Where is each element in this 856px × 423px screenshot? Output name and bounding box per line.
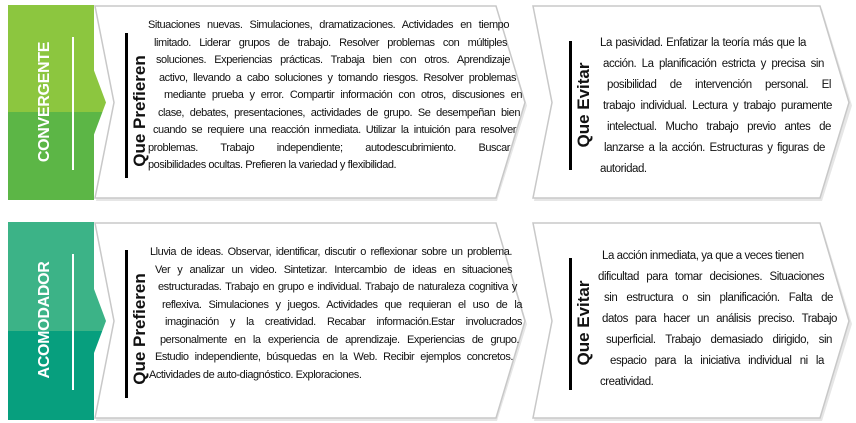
tab-divider-line [72, 254, 74, 390]
avoid-text-line: creatividad. [600, 376, 654, 388]
avoid-text-line: La pasividad. Enfatizar la teoría más qu… [600, 37, 806, 49]
tab-divider-line [72, 37, 74, 170]
avoid-panel-outline [532, 5, 850, 199]
prefer-text-line: soluciones. Experiencias prácticas. Trab… [156, 54, 510, 66]
avoid-text-line: espacio para la iniciativa individual ni… [610, 355, 824, 367]
style-tab-convergente-outline [8, 5, 106, 200]
prefer-text-line: Actividades de auto-diagnóstico. Explora… [149, 368, 362, 381]
preferences-panel [92, 5, 528, 200]
avoid-text-line: sin estructura o sin planificación. Falt… [604, 292, 833, 304]
style-name: ACOMODADOR [36, 261, 53, 379]
prefer-heading: Que Prefieren [130, 54, 149, 167]
avoid-panel-outline [532, 222, 850, 419]
preferences-panel-outline [94, 222, 526, 419]
avoid-text-line: datos para hacer un análisis preciso. Tr… [602, 313, 837, 325]
avoid-text-line: superficial. Trabajo demasiado dirigido,… [606, 334, 832, 346]
preferences-panel [92, 222, 528, 420]
heading-divider [125, 250, 128, 398]
prefer-text: Lluvia de ideas. Observar, identificar, … [148, 244, 522, 384]
style-tab-convergente [8, 5, 108, 200]
style-name: CONVERGENTE [36, 41, 53, 162]
prefer-text-line: estructuradas. Trabajo en grupo e indivi… [158, 281, 517, 293]
prefer-text-line: Ver y analizar un video. Sintetizar. Int… [155, 263, 512, 276]
avoid-text: La acción inmediata, ya que a veces tien… [598, 246, 837, 393]
avoid-panel [530, 222, 852, 420]
avoid-heading: Que Evitar [574, 280, 593, 366]
prefer-text-line: clase, debates, presentaciones, activida… [158, 106, 520, 119]
avoid-heading: Que Evitar [574, 61, 593, 148]
prefer-text-line: activo, llevando a cabo soluciones y tom… [159, 71, 516, 84]
avoid-text-line: trabajo individual. Lectura y trabajo pu… [603, 100, 832, 112]
prefer-text: Situaciones nuevas. Simulaciones, dramat… [148, 17, 522, 175]
avoid-text-line: posibilidad de intervención personal. El [607, 79, 831, 91]
prefer-text-line: personalmente en la experiencia de apren… [160, 333, 519, 346]
prefer-text-line: cuando se requiere una reacción inmediat… [153, 124, 516, 136]
prefer-heading: Que Prefieren [130, 273, 149, 385]
prefer-text-line: imaginación y la creatividad. Recabar in… [165, 316, 522, 328]
avoid-text: La pasividad. Enfatizar la teoría más qu… [598, 33, 832, 180]
prefer-text-line: reflexiva. Simulaciones y juegos. Activi… [162, 298, 522, 311]
prefer-text-line: problemas. Trabajo independiente; autode… [148, 141, 510, 154]
avoid-text-line: autoridad. [600, 163, 647, 175]
heading-divider [125, 33, 128, 178]
prefer-text-line: posibilidades ocultas. Prefieren la vari… [148, 159, 397, 171]
avoid-panel [530, 5, 852, 200]
prefer-text-line: Lluvia de ideas. Observar, identificar, … [150, 246, 512, 258]
heading-divider [569, 41, 572, 170]
style-tab-acomodador-outline [8, 222, 106, 420]
heading-divider [569, 258, 572, 390]
preferences-panel-outline [94, 5, 526, 199]
avoid-text-line: acción. La planificación estricta y prec… [603, 58, 824, 70]
prefer-text-line: mediante prueba y error. Compartir infor… [164, 89, 522, 101]
avoid-text-line: dificultad para tomar decisiones. Situac… [598, 271, 824, 283]
avoid-text-line: lanzarse a la acción. Estructuras y figu… [604, 142, 825, 154]
avoid-text-line: intelectual. Mucho trabajo previo antes … [607, 121, 831, 133]
prefer-text-line: Estudio independiente, búsquedas en la W… [155, 351, 513, 363]
prefer-text-line: limitado. Liderar grupos de trabajo. Res… [154, 36, 507, 49]
prefer-text-line: Situaciones nuevas. Simulaciones, dramat… [148, 19, 509, 31]
style-tab-acomodador [8, 222, 108, 420]
avoid-text-line: La acción inmediata, ya que a veces tien… [602, 250, 804, 262]
